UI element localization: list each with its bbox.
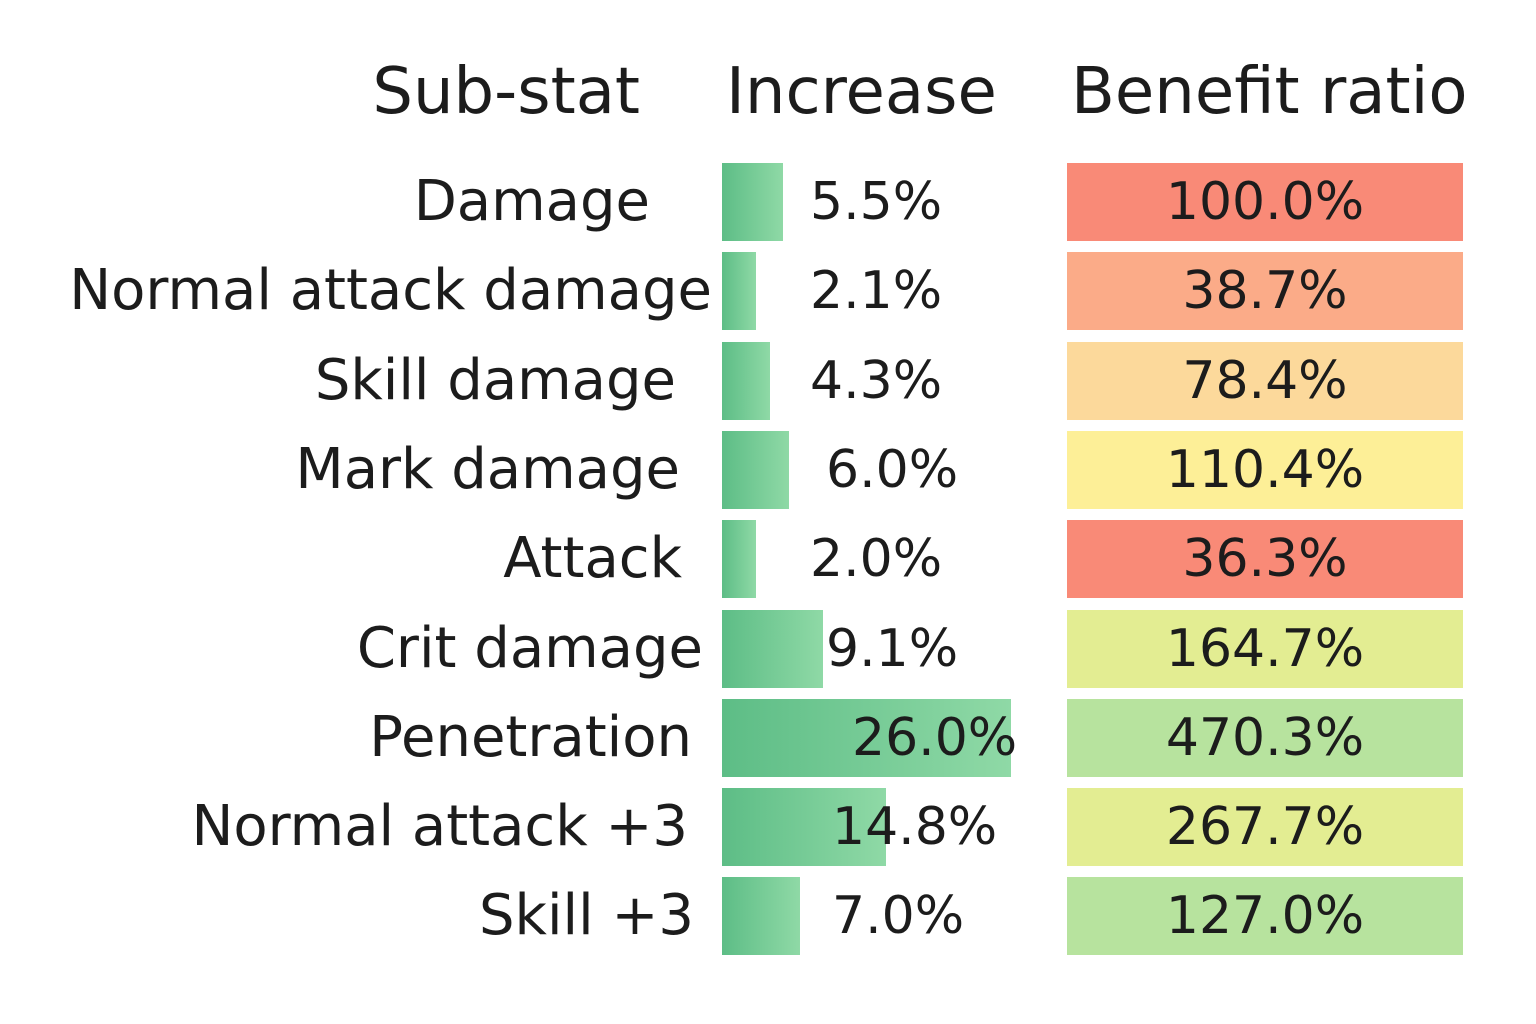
table-row: Mark damage 6.0% 110.4% bbox=[0, 430, 1536, 509]
increase-value: 2.1% bbox=[810, 261, 943, 322]
table-row: Crit damage 9.1% 164.7% bbox=[0, 609, 1536, 688]
increase-bar bbox=[722, 252, 756, 331]
increase-value: 2.0% bbox=[810, 529, 943, 590]
header-substat: Sub-stat bbox=[372, 55, 640, 129]
benefit-ratio-cell: 100.0% bbox=[1067, 163, 1463, 241]
increase-bar bbox=[722, 788, 887, 867]
substat-label: Crit damage bbox=[356, 615, 703, 681]
increase-value: 26.0% bbox=[852, 707, 1018, 768]
table-row: Normal attack damage 2.1% 38.7% bbox=[0, 252, 1536, 331]
table-row: Skill +3 7.0% 127.0% bbox=[0, 877, 1536, 956]
benefit-ratio-cell: 470.3% bbox=[1067, 698, 1463, 777]
increase-bar bbox=[722, 520, 756, 599]
substat-label: Normal attack +3 bbox=[191, 794, 688, 860]
benefit-ratio-cell: 164.7% bbox=[1067, 609, 1463, 688]
header-benefit-ratio: Benefit ratio bbox=[1071, 55, 1468, 129]
increase-bar bbox=[722, 698, 1011, 777]
benefit-ratio-cell: 110.4% bbox=[1067, 430, 1463, 509]
table-row: Attack 2.0% 36.3% bbox=[0, 520, 1536, 599]
increase-bar bbox=[722, 430, 789, 509]
benefit-ratio-cell: 267.7% bbox=[1067, 788, 1463, 867]
benefit-ratio-cell: 38.7% bbox=[1067, 252, 1463, 331]
substat-label: Penetration bbox=[369, 704, 692, 770]
substat-label: Attack bbox=[503, 526, 682, 592]
increase-value: 9.1% bbox=[826, 618, 959, 679]
increase-bar bbox=[722, 609, 823, 688]
substat-label: Skill +3 bbox=[478, 883, 694, 949]
table-row: Normal attack +3 14.8% 267.7% bbox=[0, 788, 1536, 867]
increase-value: 5.5% bbox=[810, 172, 943, 232]
table-row: Damage 5.5% 100.0% bbox=[0, 163, 1536, 241]
increase-value: 4.3% bbox=[810, 350, 943, 411]
substat-label: Damage bbox=[413, 169, 650, 234]
substat-label: Normal attack damage bbox=[69, 258, 712, 324]
increase-value: 14.8% bbox=[832, 797, 998, 858]
header-increase: Increase bbox=[726, 55, 997, 129]
substat-label: Mark damage bbox=[295, 436, 680, 502]
benefit-ratio-cell: 127.0% bbox=[1067, 877, 1463, 956]
increase-value: 7.0% bbox=[832, 886, 965, 947]
increase-bar bbox=[722, 341, 770, 420]
substat-label: Skill damage bbox=[314, 347, 676, 413]
benefit-ratio-cell: 36.3% bbox=[1067, 520, 1463, 599]
increase-bar bbox=[722, 877, 800, 956]
table-row: Skill damage 4.3% 78.4% bbox=[0, 341, 1536, 420]
increase-value: 6.0% bbox=[826, 439, 959, 500]
increase-bar bbox=[722, 163, 784, 241]
benefit-ratio-cell: 78.4% bbox=[1067, 341, 1463, 420]
table-row: Penetration 26.0% 470.3% bbox=[0, 698, 1536, 777]
